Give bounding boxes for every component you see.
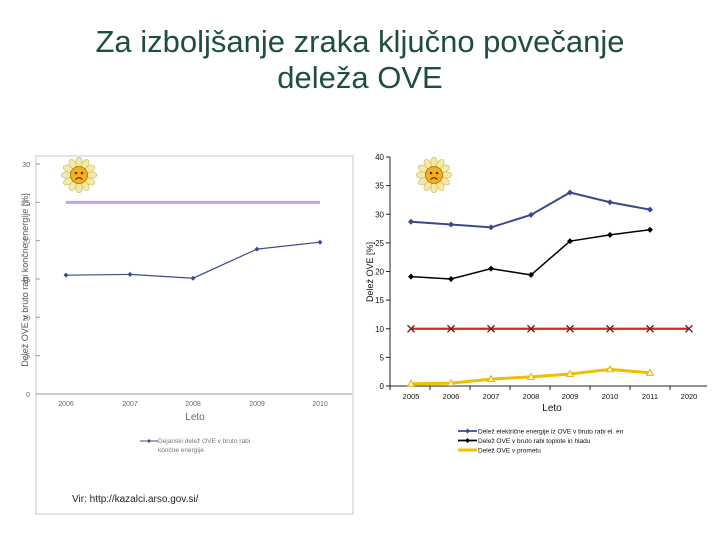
y-tick-label: 30	[22, 162, 30, 169]
data-point	[605, 365, 615, 373]
y-tick-label: 10	[375, 325, 384, 334]
icon-eye	[429, 171, 433, 175]
x-tick-label: 2009	[562, 392, 579, 401]
y-tick-label: 0	[380, 382, 385, 391]
legend-label: končne energije	[158, 447, 204, 454]
y-tick-label: 25	[375, 239, 384, 248]
y-tick-label: 40	[375, 153, 384, 162]
x-axis-label: Leto	[185, 412, 205, 423]
sad-sun-icon	[416, 157, 452, 194]
legend-marker	[465, 428, 470, 434]
icon-mouth	[75, 177, 83, 180]
x-tick-label: 2009	[249, 401, 265, 408]
data-point	[317, 239, 323, 245]
y-tick-label: 5	[26, 354, 30, 361]
data-point	[685, 324, 693, 333]
data-point	[406, 379, 416, 387]
y-tick-label: 25	[22, 200, 30, 207]
data-point	[63, 272, 69, 278]
legend-label: Delež OVE v prometu	[478, 448, 541, 455]
data-point	[566, 324, 574, 333]
icon-eye	[435, 171, 439, 175]
data-point	[606, 324, 614, 333]
series-line-electricity	[410, 191, 651, 229]
y-tick-label: 20	[22, 239, 30, 246]
y-axis-label: Delež OVE [%]	[365, 242, 375, 302]
left-chart-panel	[35, 155, 354, 515]
data-point	[448, 221, 454, 228]
icon-face	[425, 166, 443, 184]
x-tick-label: 2008	[523, 392, 540, 401]
left-chart: 0 5 10 15 20 25 30 2006 2007 2008 2009 2010 Leto Dele…	[20, 162, 352, 454]
data-point	[487, 324, 495, 333]
x-tick-label: 2020	[681, 392, 698, 401]
legend-label: Delež OVE v bruto rabi toplote in hladu	[478, 438, 591, 445]
data-point	[528, 211, 534, 218]
x-tick-label: 2006	[443, 392, 460, 401]
icon-face	[70, 166, 88, 184]
data-point	[190, 275, 196, 281]
y-tick-label: 15	[375, 296, 384, 305]
legend-label: Dejanski delež OVE v bruto rabi	[158, 438, 250, 445]
y-tick-label: 15	[22, 277, 30, 284]
icon-eye	[74, 171, 78, 175]
data-point	[607, 199, 613, 206]
x-axis-label: Leto	[542, 403, 562, 414]
y-tick-label: 5	[380, 353, 385, 362]
source-note: Vir: http://kazalci.arso.gov.si/	[72, 494, 199, 505]
data-point	[254, 246, 260, 252]
x-tick-label: 2006	[58, 401, 74, 408]
data-point	[647, 226, 653, 233]
data-point	[448, 275, 454, 282]
x-tick-label: 2007	[122, 401, 138, 408]
data-point	[408, 218, 414, 225]
data-point	[407, 324, 415, 333]
data-point	[526, 372, 536, 380]
data-point	[127, 271, 133, 277]
y-axis-label: Delež OVE v bruto rabi končne energije […	[20, 193, 30, 367]
data-point	[567, 189, 573, 196]
data-point	[447, 324, 455, 333]
data-point	[567, 238, 573, 245]
data-point	[527, 324, 535, 333]
data-point	[446, 378, 456, 387]
data-point	[565, 369, 575, 377]
y-tick-label: 10	[22, 315, 30, 322]
icon-mouth	[430, 177, 438, 180]
x-tick-label: 2008	[185, 401, 201, 408]
legend-label: Delež električne energije iz OVE v bruto…	[478, 429, 624, 436]
data-point	[645, 368, 655, 376]
data-point	[486, 374, 496, 383]
y-tick-label: 20	[375, 268, 384, 277]
legend-marker	[147, 439, 151, 443]
sad-sun-icon	[61, 157, 97, 194]
slide-title: Za izboljšanje zraka ključno povečanje d…	[0, 24, 720, 96]
data-point	[607, 231, 613, 238]
data-point	[488, 265, 494, 272]
icon-eye	[80, 171, 84, 175]
data-point	[647, 206, 653, 213]
data-point	[646, 324, 654, 333]
slide-title-line-2: deleža OVE	[277, 60, 443, 95]
x-tick-label: 2007	[483, 392, 500, 401]
y-tick-label: 30	[375, 210, 384, 219]
y-tick-label: 0	[26, 392, 30, 399]
slide-title-line-1: Za izboljšanje zraka ključno povečanje	[95, 24, 625, 59]
right-chart: 0 5 10 15 20 25 30 35 40 2005 2006 2007 2008 2009 2010…	[365, 153, 707, 455]
data-point	[408, 273, 414, 280]
x-tick-label: 2010	[602, 392, 619, 401]
x-tick-label: 2010	[312, 401, 328, 408]
legend-marker	[465, 438, 470, 443]
data-point	[488, 224, 494, 231]
y-tick-label: 35	[375, 182, 384, 191]
x-tick-label: 2011	[642, 392, 658, 401]
series-line-heating	[410, 228, 651, 280]
x-tick-label: 2005	[403, 392, 420, 401]
data-point	[528, 271, 534, 278]
